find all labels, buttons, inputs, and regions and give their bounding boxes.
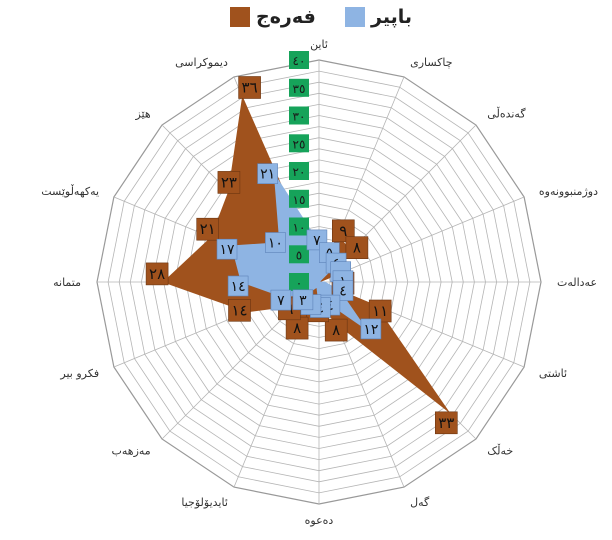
legend-swatch-series-0 [230,7,250,27]
data-label-series-1: ١٧ [219,242,235,258]
legend: باپیر فەرەج [0,6,612,32]
data-label-box-series-1 [216,238,238,260]
category-label: دەعوە [305,514,334,527]
data-label-box-series-0 [217,171,241,194]
radial-tick-box [289,106,309,125]
data-label-series-0: ٢٨ [149,265,165,283]
data-label-series-1: ١٤ [231,279,246,295]
data-label-series-0: ٢٣ [221,173,237,191]
data-label-series-1: ٣ [299,293,307,309]
radial-tick-box [289,51,309,69]
category-label: ئایدیۆلۆجیا [181,496,228,509]
radial-tick-box [289,273,309,291]
data-label-box-series-1 [227,275,249,297]
data-label-box-series-1 [257,163,278,184]
data-label-series-1: ٧ [313,233,321,249]
data-label-box-series-0 [434,411,458,435]
data-label-box-series-0 [145,262,169,286]
data-label-series-0: ٢١ [200,220,216,238]
data-label-box-series-0 [238,76,261,99]
data-label-box-series-0 [324,318,348,342]
radial-tick-label: ٢٠ [293,165,306,179]
category-label: مەزهەب [112,444,151,457]
data-label-series-1: ٧ [277,293,285,309]
legend-item-series-0: فەرەج [230,6,316,28]
radial-tick-label: ٠ [296,276,302,290]
category-label: ئاشتی [539,367,567,380]
category-label: متمانە [53,276,81,289]
data-label-series-0: ١١ [372,302,388,320]
data-label-series-0: ٣٦ [242,79,258,97]
radial-ticks: ٠ ٥ ١٠ ١٥ ٢٠ ٢٥ ٣٠ ٣٥ ٤٠ [289,51,309,291]
category-labels: ئاین چاکساری گەندەڵی دوژمنبوونەوە عەدالەت ئاش… [41,38,598,527]
data-label-series-1: ٤ [339,284,347,300]
radial-tick-label: ٥ [296,248,302,262]
data-label-box-series-1 [265,232,286,253]
radial-tick-label: ١٥ [293,193,306,207]
data-label-series-0: ٨ [332,321,340,339]
category-label: فکرو بیر [59,367,99,380]
radial-tick-label: ٣٥ [293,82,306,96]
data-label-series-0: ٩ [339,222,347,240]
radial-tick-box [289,78,309,97]
radial-tick-box [289,217,309,236]
radial-tick-label: ٢٥ [293,137,306,151]
grid-spoke [318,196,525,283]
radial-tick-box [289,189,309,208]
category-label: چاکساری [410,56,452,69]
data-label-box-series-0 [345,236,369,259]
data-label-series-1: ٢١ [260,167,275,183]
data-label-box-series-1 [292,289,314,311]
radial-tick-box [289,134,309,153]
radial-tick-label: ٤٠ [293,54,306,68]
radial-tick-label: ٣٠ [293,110,306,124]
radial-tick-label: ١٠ [293,221,306,235]
data-label-box-series-0 [228,298,251,322]
legend-label-series-1: باپیر [371,6,412,28]
data-label-box-series-0 [331,219,355,243]
data-label-series-1: ١٠ [268,236,283,252]
category-label: ئاین [310,38,328,51]
data-label-box-series-1 [360,318,382,340]
legend-item-series-1: باپیر [345,6,412,28]
radial-tick-box [289,162,309,180]
data-label-box-series-1 [270,289,292,311]
category-label: گەل [410,496,430,509]
data-label-box-series-0 [196,217,219,241]
category-label: گەندەڵی [487,107,526,121]
radial-tick-box [289,245,309,264]
legend-label-series-0: فەرەج [256,6,316,28]
category-label: هێز [134,108,150,121]
category-label: دیموکراسی [175,56,228,69]
category-label: یەکهەڵوێست [41,184,99,198]
category-label: خەڵک [487,443,513,457]
data-label-series-1: ١٢ [363,322,378,338]
data-label-series-0: ٣٣ [438,414,454,432]
category-label: عەدالەت [557,276,597,289]
data-label-series-0: ٨ [293,319,301,337]
data-label-series-0: ١٤ [231,301,247,319]
data-label-series-0: ٨ [353,239,361,257]
legend-swatch-series-1 [345,7,365,27]
category-label: دوژمنبوونەوە [539,185,598,198]
